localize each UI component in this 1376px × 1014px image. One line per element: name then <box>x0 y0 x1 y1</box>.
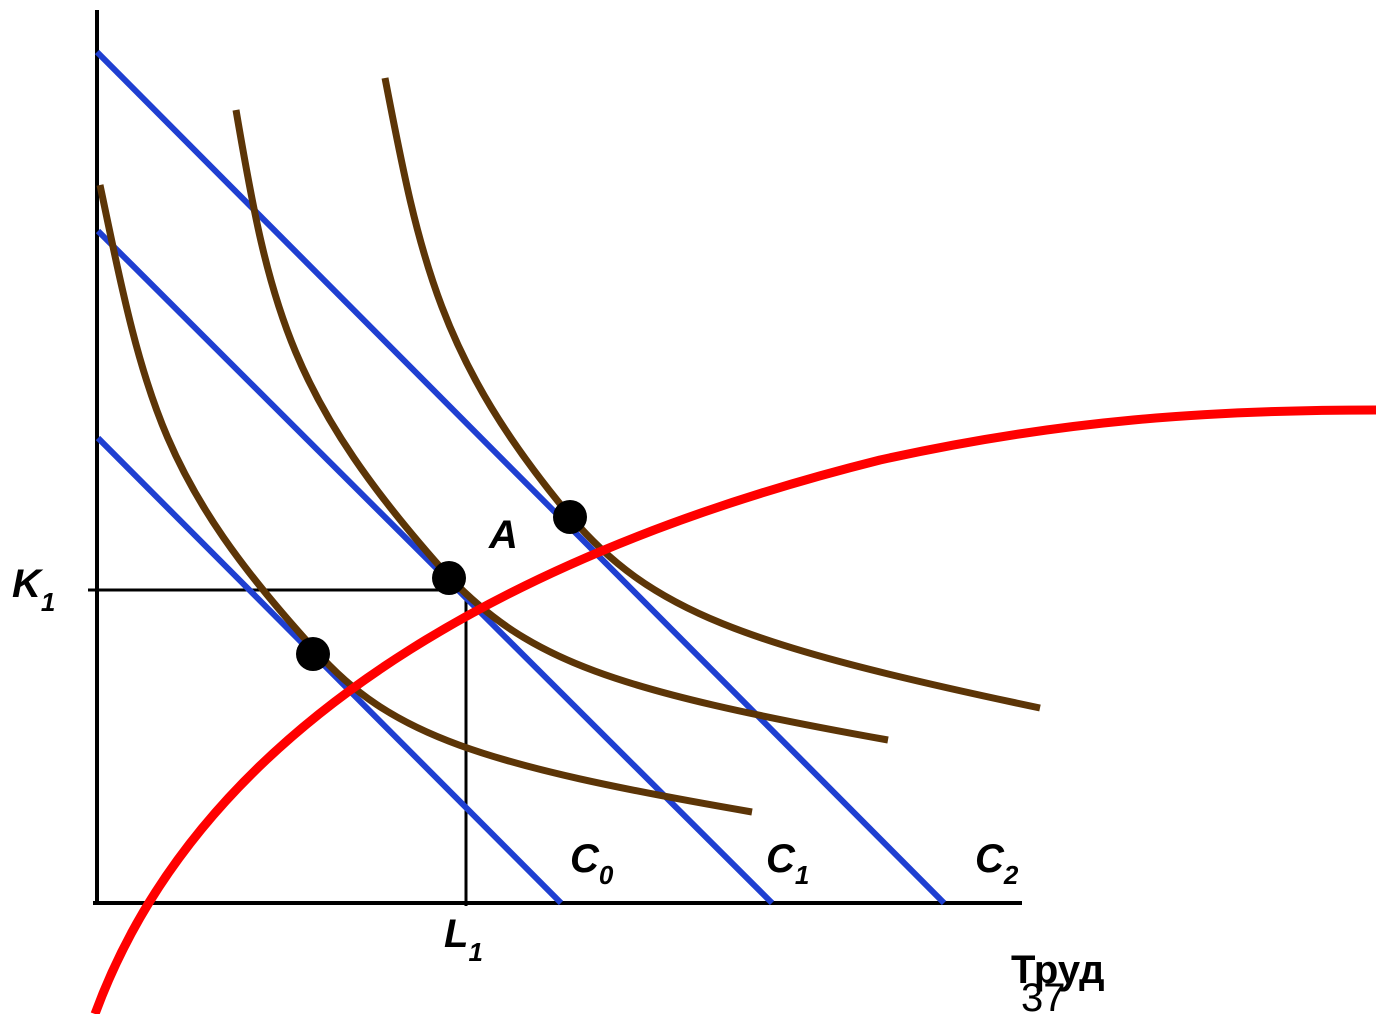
point-a-label: A <box>488 513 518 557</box>
isoquant-curve-1 <box>96 184 753 816</box>
isocost-line-c2 <box>94 49 947 906</box>
page-number: 37 <box>1021 976 1066 1014</box>
c1-label: C1 <box>766 837 809 890</box>
tangency-point-c0 <box>296 637 330 671</box>
isocost-line-c0 <box>95 435 564 906</box>
k1-label: K1 <box>12 562 55 617</box>
x-axis-title: Труд <box>1011 948 1104 992</box>
l1-label: L1 <box>444 912 483 967</box>
isocost-line-c1 <box>95 228 775 906</box>
c0-label: C0 <box>570 837 614 890</box>
tangency-point-c2 <box>553 500 587 534</box>
tangency-point-a <box>432 561 466 595</box>
expansion-path-curve <box>90 405 1376 1014</box>
c2-label: C2 <box>975 837 1019 890</box>
